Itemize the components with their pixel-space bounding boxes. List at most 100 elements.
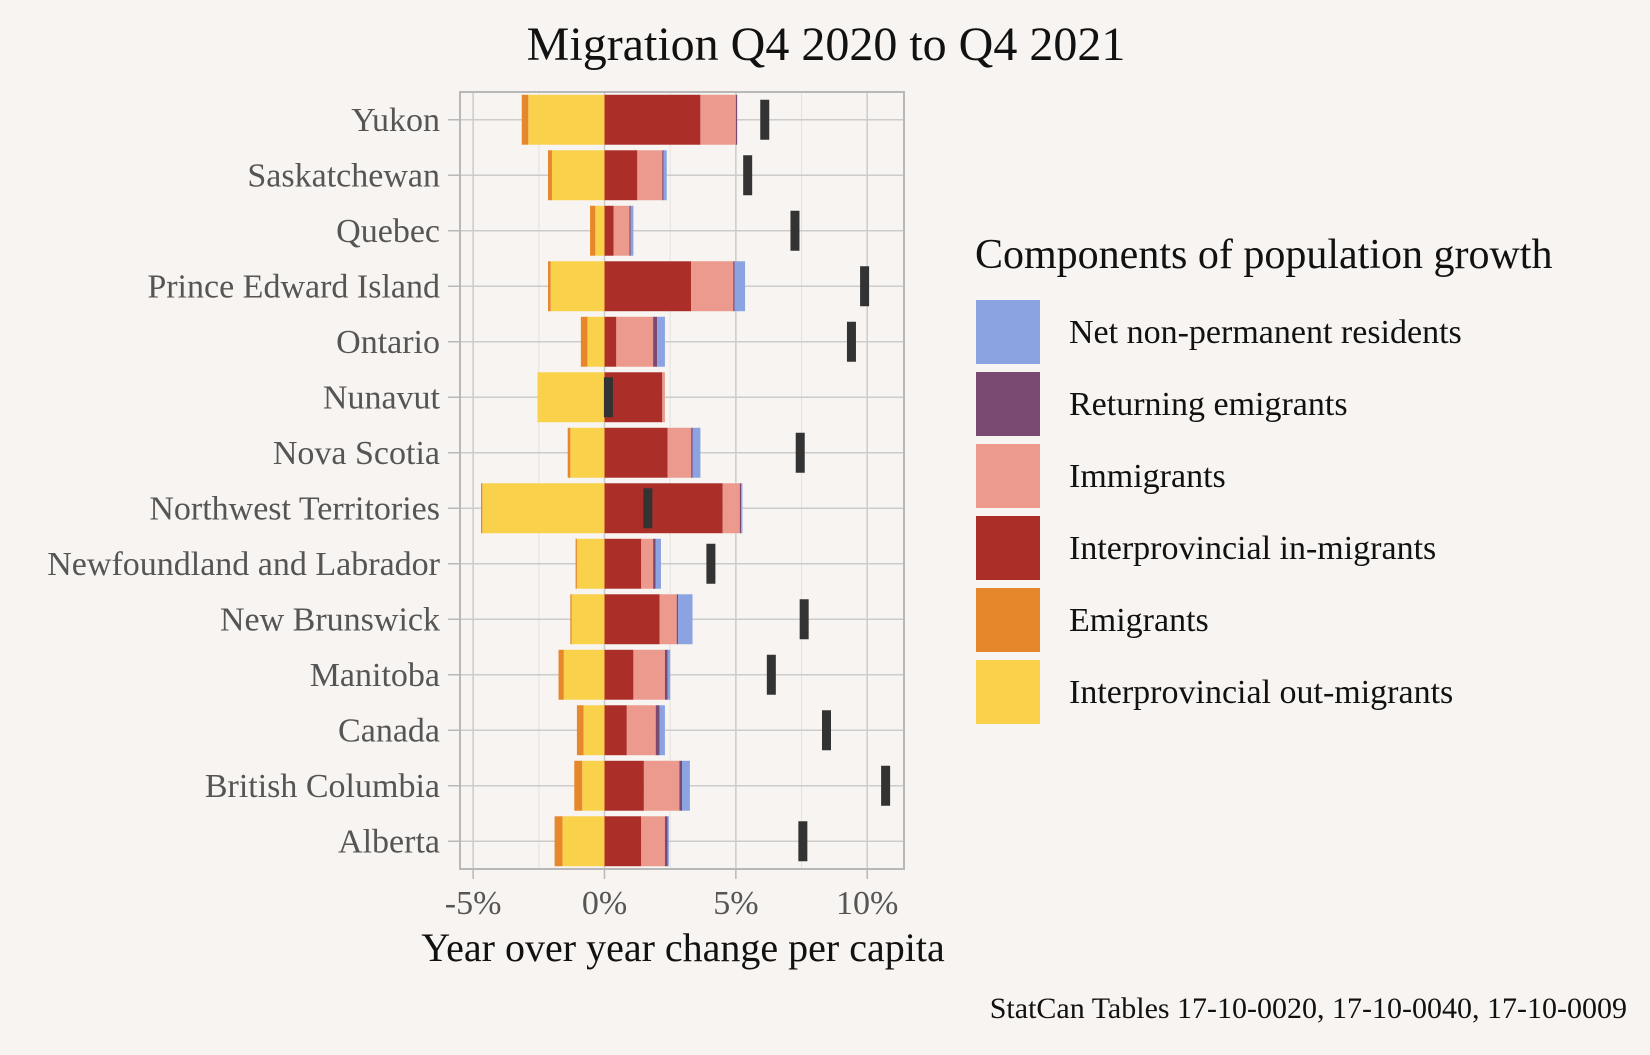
bar-emigrants-alberta xyxy=(554,816,563,867)
y-axis-label: British Columbia xyxy=(205,768,440,805)
x-axis-tick-label: 0% xyxy=(582,885,627,922)
legend-swatch xyxy=(976,660,1040,724)
bar-returning-emigrants-alberta xyxy=(664,816,668,867)
y-axis-label: Prince Edward Island xyxy=(147,268,440,305)
net-change-marker xyxy=(881,765,891,806)
bar-immigrants-manitoba xyxy=(633,649,665,700)
net-change-marker xyxy=(798,821,808,862)
bar-emigrants-new-brunswick xyxy=(570,594,572,645)
legend-swatch xyxy=(976,300,1040,364)
chart-caption: StatCan Tables 17-10-0020, 17-10-0040, 1… xyxy=(990,992,1627,1025)
bar-interprovincial-out-migrants-new-brunswick xyxy=(571,594,605,645)
legend-swatch xyxy=(976,588,1040,652)
y-axis-label: Nova Scotia xyxy=(273,435,440,472)
bar-interprovincial-out-migrants-nunavut xyxy=(537,372,605,423)
bar-immigrants-quebec xyxy=(613,205,630,256)
legend-label: Interprovincial out-migrants xyxy=(1069,674,1453,711)
x-axis-tick-label: -5% xyxy=(445,885,502,922)
bar-immigrants-british-columbia xyxy=(643,760,680,811)
bar-returning-emigrants-newfoundland-and-labrador xyxy=(653,538,656,589)
chart-title: Migration Q4 2020 to Q4 2021 xyxy=(527,18,1126,71)
y-axis-label: Nunavut xyxy=(323,379,441,416)
bar-emigrants-prince-edward-island xyxy=(548,261,551,312)
bar-net-non-permanent-residents-quebec xyxy=(630,205,634,256)
net-change-marker xyxy=(790,210,800,251)
y-axis-label: Yukon xyxy=(351,102,440,139)
bar-emigrants-nova-scotia xyxy=(567,427,571,478)
bar-emigrants-saskatchewan xyxy=(548,150,552,201)
bar-returning-emigrants-quebec xyxy=(629,205,631,256)
bar-interprovincial-in-migrants-northwest-territories xyxy=(604,483,723,534)
bar-immigrants-prince-edward-island xyxy=(691,261,734,312)
bar-interprovincial-in-migrants-nunavut xyxy=(604,372,663,423)
bar-net-non-permanent-residents-alberta xyxy=(667,816,669,867)
bar-returning-emigrants-nova-scotia xyxy=(691,427,693,478)
net-change-marker xyxy=(795,432,805,473)
bar-immigrants-new-brunswick xyxy=(659,594,677,645)
x-axis-ticks: -5% 0% 5% 10% xyxy=(445,869,898,922)
y-axis-label: Northwest Territories xyxy=(149,490,440,527)
net-change-marker xyxy=(846,321,856,362)
bar-net-non-permanent-residents-manitoba xyxy=(667,649,671,700)
net-change-marker xyxy=(821,710,831,751)
x-axis-tick-label: 5% xyxy=(713,885,758,922)
legend-items: Net non-permanent residents Returning emi… xyxy=(976,300,1462,724)
bar-emigrants-yukon xyxy=(521,94,529,145)
legend-swatch xyxy=(976,372,1040,436)
bar-immigrants-nunavut xyxy=(662,372,665,423)
bar-emigrants-ontario xyxy=(580,316,588,367)
bar-interprovincial-out-migrants-northwest-territories xyxy=(482,483,605,534)
bar-net-non-permanent-residents-saskatchewan xyxy=(663,150,667,201)
bar-interprovincial-out-migrants-quebec xyxy=(595,205,605,256)
net-change-marker xyxy=(860,266,870,307)
bar-immigrants-saskatchewan xyxy=(637,150,663,201)
bar-returning-emigrants-yukon xyxy=(735,94,738,145)
y-axis-labels: Yukon Saskatchewan Quebec Prince Edward Isl… xyxy=(47,102,460,860)
x-axis-tick-label: 10% xyxy=(836,885,898,922)
bar-interprovincial-in-migrants-canada xyxy=(604,705,627,756)
y-axis-label: Quebec xyxy=(336,213,440,250)
legend-title: Components of population growth xyxy=(975,232,1552,278)
legend-swatch xyxy=(976,444,1040,508)
bar-interprovincial-out-migrants-manitoba xyxy=(563,649,605,700)
y-axis-label: Manitoba xyxy=(310,657,440,694)
bar-interprovincial-out-migrants-saskatchewan xyxy=(551,150,605,201)
bar-interprovincial-in-migrants-alberta xyxy=(604,816,642,867)
bar-interprovincial-out-migrants-newfoundland-and-labrador xyxy=(576,538,605,589)
bar-emigrants-newfoundland-and-labrador xyxy=(575,538,577,589)
bar-interprovincial-in-migrants-yukon xyxy=(604,94,701,145)
bar-interprovincial-in-migrants-new-brunswick xyxy=(604,594,660,645)
bar-interprovincial-out-migrants-ontario xyxy=(587,316,605,367)
bar-net-non-permanent-residents-newfoundland-and-labrador xyxy=(655,538,661,589)
bar-immigrants-yukon xyxy=(700,94,736,145)
net-change-marker xyxy=(743,155,753,196)
bar-net-non-permanent-residents-nova-scotia xyxy=(692,427,701,478)
legend-label: Immigrants xyxy=(1069,458,1226,495)
bar-emigrants-canada xyxy=(576,705,584,756)
bar-interprovincial-in-migrants-ontario xyxy=(604,316,617,367)
y-axis-label: Alberta xyxy=(338,823,440,860)
net-change-marker xyxy=(760,99,770,140)
net-change-marker xyxy=(766,654,776,695)
bar-interprovincial-in-migrants-manitoba xyxy=(604,649,634,700)
bar-net-non-permanent-residents-northwest-territories xyxy=(741,483,743,534)
bar-returning-emigrants-manitoba xyxy=(664,649,668,700)
bar-returning-emigrants-canada xyxy=(655,705,660,756)
net-change-marker xyxy=(643,488,653,529)
net-change-marker xyxy=(799,599,809,640)
legend: Components of population growth Net non-… xyxy=(975,232,1552,724)
bar-returning-emigrants-saskatchewan xyxy=(662,150,664,201)
bar-immigrants-northwest-territories xyxy=(722,483,740,534)
panel-border xyxy=(459,91,905,870)
x-axis-title: Year over year change per capita xyxy=(421,925,945,970)
bar-interprovincial-out-migrants-canada xyxy=(583,705,605,756)
bar-immigrants-nova-scotia xyxy=(667,427,692,478)
y-axis-label: New Brunswick xyxy=(220,601,440,638)
bar-emigrants-manitoba xyxy=(558,649,564,700)
net-change-marker xyxy=(603,377,613,418)
bar-interprovincial-out-migrants-nova-scotia xyxy=(570,427,605,478)
bar-returning-emigrants-northwest-territories xyxy=(739,483,742,534)
bar-interprovincial-out-migrants-british-columbia xyxy=(582,760,605,811)
